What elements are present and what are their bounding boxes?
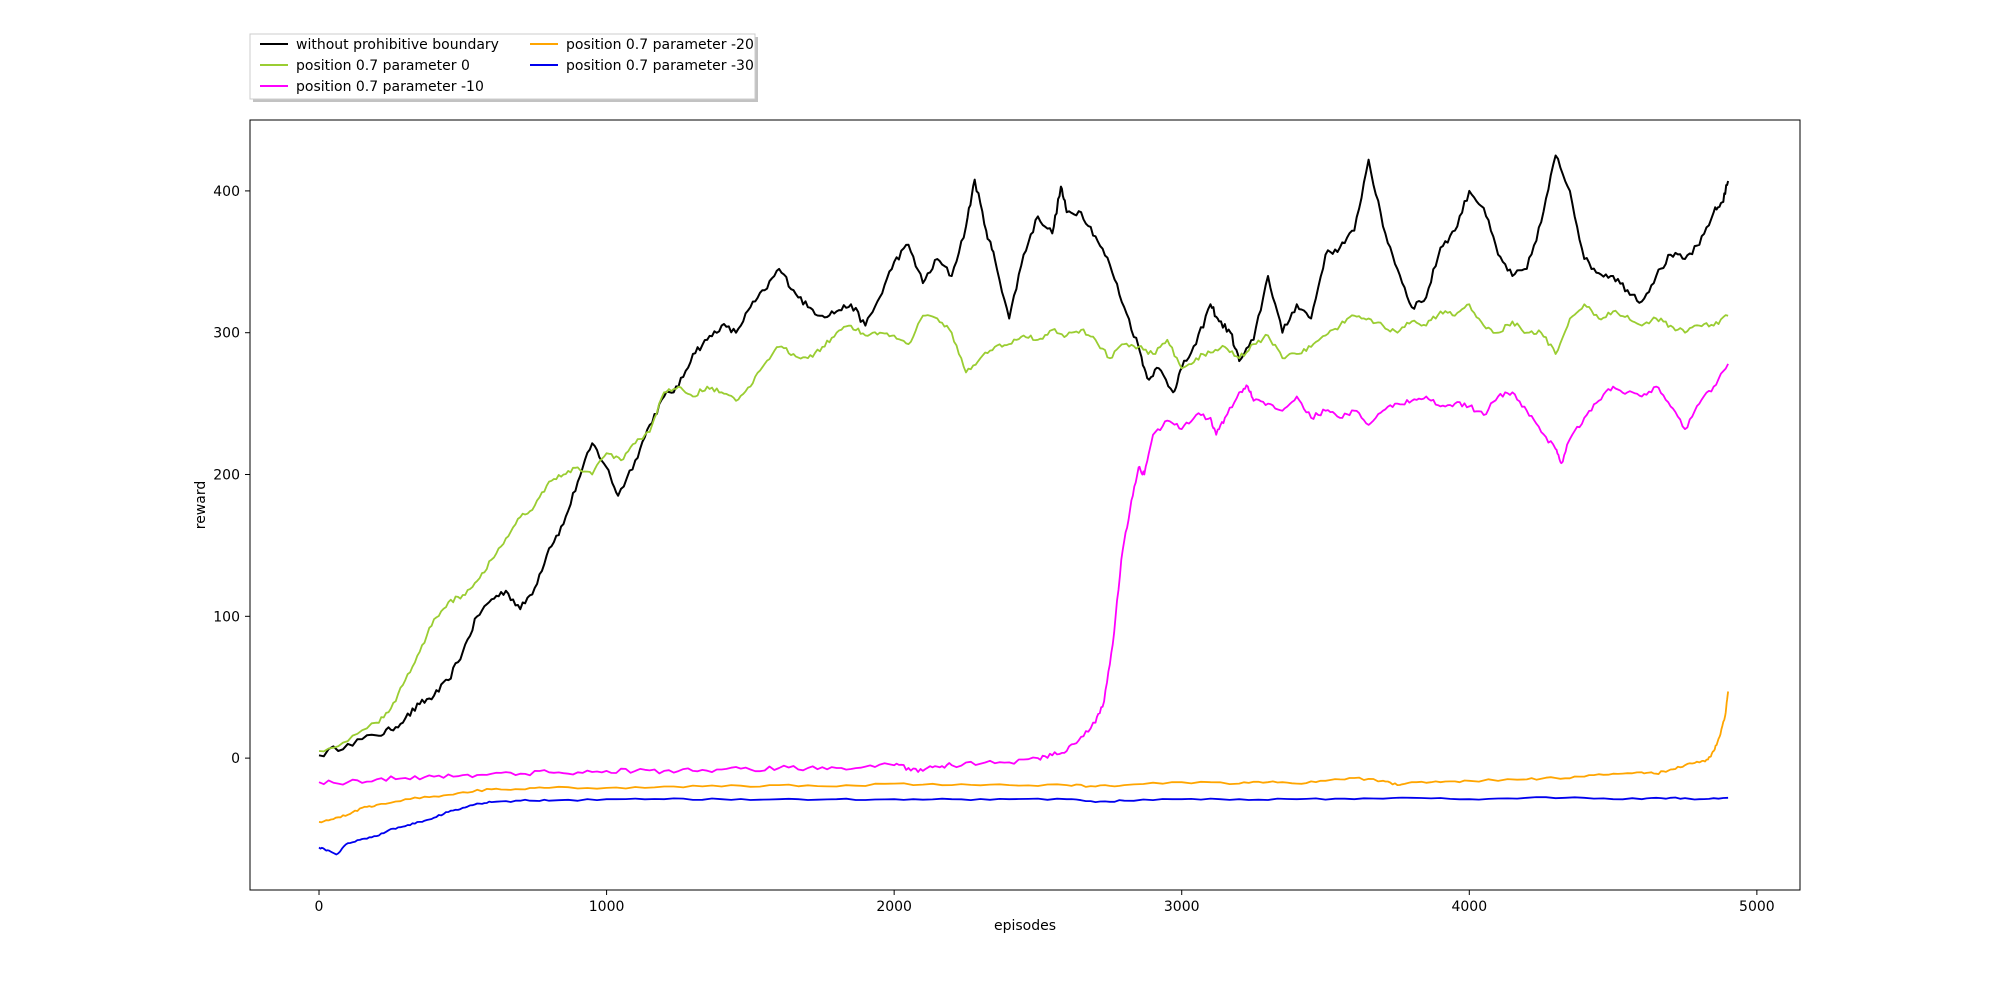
legend-label-3: position 0.7 parameter -10 — [296, 79, 484, 95]
series-line-3 — [318, 363, 1729, 786]
y-tick-label: 400 — [213, 184, 240, 200]
x-tick-label: 1000 — [589, 899, 625, 915]
x-axis: 0 1000 2000 3000 4000 5000 — [315, 890, 1775, 915]
legend-label-2: position 0.7 parameter 0 — [296, 58, 470, 74]
x-tick-label: 3000 — [1164, 899, 1200, 915]
x-tick-label: 4000 — [1451, 899, 1487, 915]
legend: without prohibitive boundary position 0.7… — [249, 33, 758, 102]
y-tick-label: 300 — [213, 326, 240, 342]
y-axis: 0 100 200 300 400 — [213, 184, 250, 767]
x-tick-label: 0 — [315, 899, 324, 915]
series-line-2 — [318, 303, 1729, 753]
plot-area-frame — [249, 119, 1801, 891]
series-line-4 — [318, 691, 1729, 824]
legend-label-1: without prohibitive boundary — [296, 37, 499, 53]
legend-frame — [249, 33, 756, 100]
y-tick-label: 100 — [213, 609, 240, 625]
legend-label-5: position 0.7 parameter -30 — [566, 58, 754, 74]
series-line-1 — [318, 154, 1730, 758]
series-line-5 — [318, 796, 1729, 856]
x-axis-label: episodes — [994, 918, 1056, 934]
y-tick-label: 0 — [231, 751, 240, 767]
legend-entries: without prohibitive boundary position 0.7… — [260, 37, 754, 95]
legend-label-4: position 0.7 parameter -20 — [566, 37, 754, 53]
y-tick-label: 200 — [213, 468, 240, 484]
x-tick-label: 2000 — [876, 899, 912, 915]
series-layer — [318, 154, 1730, 856]
y-axis-label: reward — [193, 481, 209, 530]
x-tick-label: 5000 — [1739, 899, 1775, 915]
